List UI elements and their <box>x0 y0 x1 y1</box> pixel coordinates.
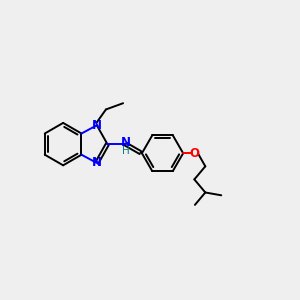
Text: O: O <box>189 147 199 160</box>
Text: N: N <box>121 136 131 149</box>
Text: N: N <box>92 157 102 169</box>
Text: N: N <box>92 119 102 132</box>
Text: H: H <box>122 146 130 156</box>
